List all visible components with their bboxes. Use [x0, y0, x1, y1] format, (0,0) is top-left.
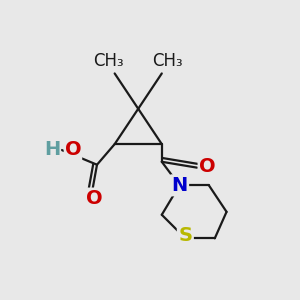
- Text: H: H: [44, 140, 60, 160]
- Text: S: S: [178, 226, 192, 245]
- Text: O: O: [86, 189, 102, 208]
- Text: N: N: [171, 176, 188, 195]
- Text: CH₃: CH₃: [152, 52, 183, 70]
- Text: O: O: [64, 140, 81, 160]
- Text: CH₃: CH₃: [94, 52, 124, 70]
- Text: O: O: [199, 157, 216, 176]
